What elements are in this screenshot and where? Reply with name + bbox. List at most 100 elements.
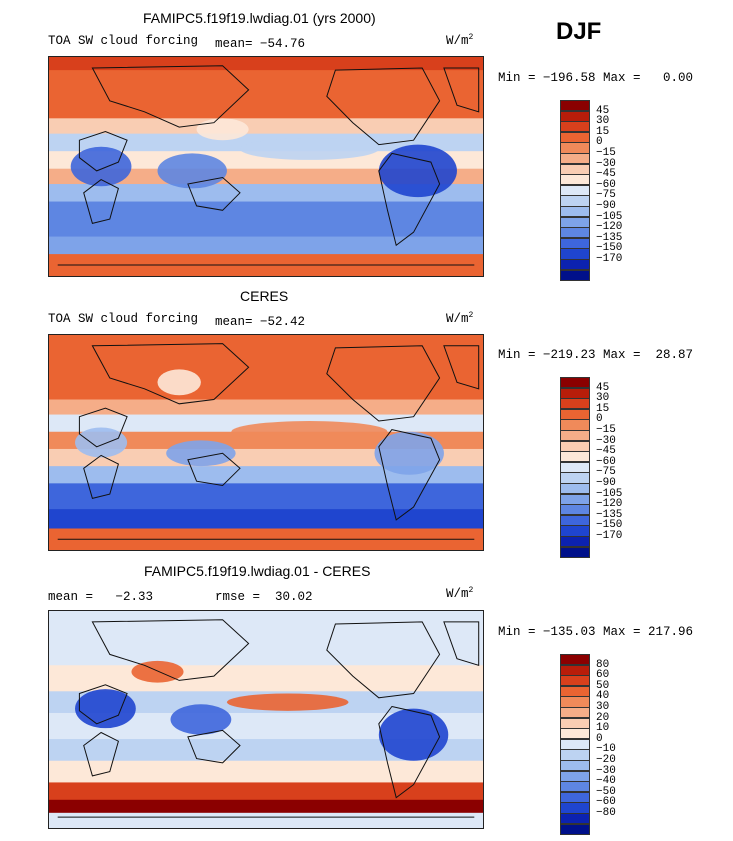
field-blob [131,660,184,683]
field-band [49,184,483,203]
colorbar-swatch [560,269,590,281]
colorbar-swatch [560,163,590,175]
colorbar-swatch [560,493,590,505]
panel3-mean-label: mean = −2.33 [48,590,154,604]
colorbar-swatch [560,248,590,260]
colorbar-tick-label: 45 [596,381,610,394]
coastline [78,130,128,172]
coastline [326,621,441,699]
coastline [91,619,250,681]
panel3-rmse-label: rmse = 30.02 [215,590,313,604]
colorbar-tick-label: 40 [596,690,610,703]
field-band [49,483,483,511]
colorbar-swatch [560,100,590,112]
field-band [49,201,483,238]
colorbar-tick-label: 0 [596,732,603,745]
panel2-minmax: Min = −219.23 Max = 28.87 [498,348,694,362]
colorbar-swatch [560,440,590,452]
field-band [49,399,483,416]
coastline [443,67,480,113]
colorbar-swatch [560,685,590,697]
colorbar-tick-label: −15 [596,424,616,436]
colorbar-tick-label: −10 [596,743,616,756]
coastline [78,684,128,725]
colorbar-swatch [560,430,590,442]
coastline [83,731,119,777]
field-band [49,799,483,814]
season-label: DJF [556,18,602,45]
field-band [49,812,483,828]
panel1-title: FAMIPC5.f19f19.lwdiag.01 (yrs 2000) [143,10,376,26]
colorbar-tick-label: −120 [596,221,623,234]
colorbar-swatch [560,184,590,196]
field-band [49,509,483,530]
colorbar-tick-label: −15 [596,147,616,159]
panel3-map [48,610,484,829]
colorbar-tick-label: −90 [596,477,616,489]
field-blob [166,440,236,467]
field-blob [231,421,388,443]
colorbar-tick-label: −150 [596,519,623,532]
colorbar-swatch [560,749,590,761]
colorbar-swatch [560,504,590,516]
colorbar-swatch [560,525,590,537]
field-blob [226,693,349,711]
coastline [326,67,441,146]
panel1-mean-label: mean= −54.76 [215,37,306,51]
colorbar-swatch [560,514,590,526]
colorbar-tick-label: 15 [596,125,610,138]
colorbar-swatch [560,206,590,218]
colorbar-tick-label: 30 [596,115,610,128]
colorbar-swatch [560,483,590,495]
colorbar-tick-label: −45 [596,168,616,181]
colorbar-swatch [560,398,590,410]
colorbar-tick-label: −30 [596,434,616,447]
colorbar-tick-label: −135 [596,231,623,244]
field-map-svg [49,57,483,276]
colorbar-swatch [560,707,590,719]
panel2-variable-label: TOA SW cloud forcing [48,312,199,326]
colorbar-tick-label: −30 [596,764,616,777]
colorbar-swatch [560,472,590,484]
colorbar-tick-label: −135 [596,508,623,521]
colorbar-swatch [560,110,590,122]
colorbar-swatch [560,781,590,793]
colorbar-swatch [560,738,590,750]
colorbar-swatch [560,387,590,399]
field-blob [157,369,201,396]
field-band [49,739,483,762]
panel3-title: FAMIPC5.f19f19.lwdiag.01 - CERES [144,563,371,579]
colorbar-tick-label: −170 [596,530,623,542]
colorbar-tick-label: −90 [596,200,616,212]
field-blob [239,138,379,160]
colorbar-swatch [560,791,590,803]
colorbar-swatch [560,770,590,782]
colorbar-tick-label: −105 [596,210,623,223]
colorbar-swatch [560,237,590,249]
coastline [187,452,241,487]
colorbar-tick-label: 10 [596,722,610,735]
field-band [49,611,483,667]
field-blob [75,427,128,458]
panel1-units: W/m2 [446,33,474,49]
field-band [49,665,483,693]
colorbar-swatch [560,823,590,835]
colorbar-swatch [560,259,590,271]
coastline [443,345,480,390]
colorbar-swatch [560,121,590,133]
colorbar-tick-label: −45 [596,445,616,458]
colorbar-tick-label: −30 [596,157,616,170]
field-band [49,335,483,401]
colorbar-swatch [560,760,590,772]
field-blob [374,431,444,475]
colorbar-tick-label: −105 [596,487,623,500]
colorbar-swatch [560,536,590,548]
field-band [49,466,483,485]
field-band [49,236,483,256]
colorbar-swatch [560,546,590,558]
coastline [91,343,250,405]
colorbar-tick-label: 60 [596,669,610,682]
field-band [49,70,483,120]
coastline [91,65,250,128]
field-map-svg [49,611,483,828]
